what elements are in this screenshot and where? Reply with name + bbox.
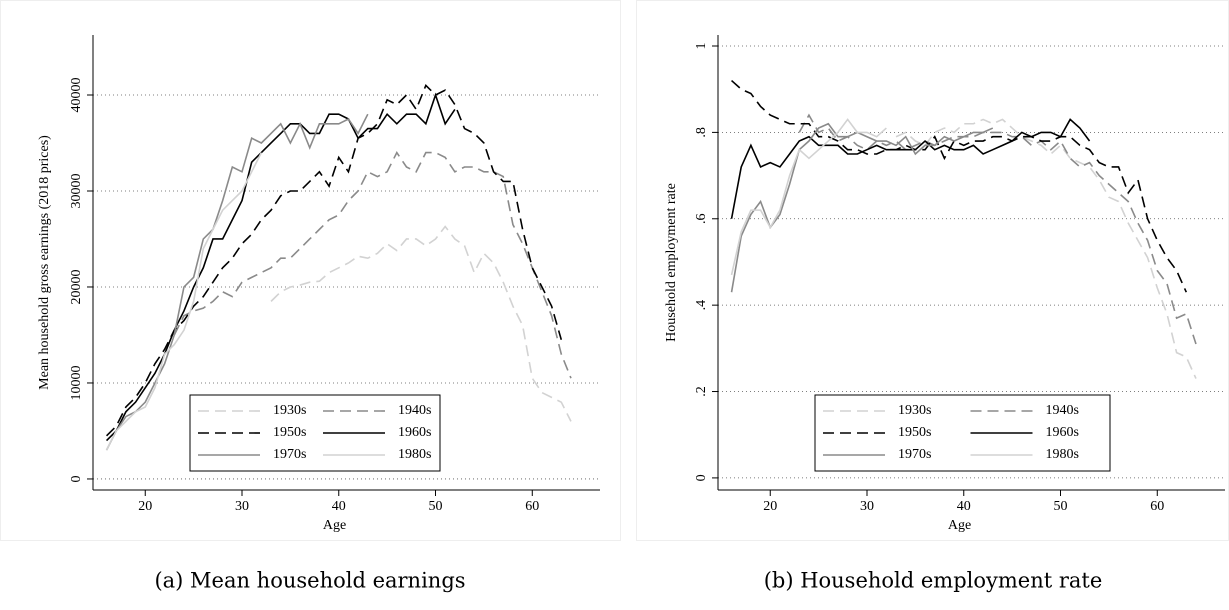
y-axis-title: Household employment rate: [664, 183, 679, 342]
caption: (a) Mean household earnings: [154, 569, 465, 593]
series-line: [798, 113, 1197, 345]
y-tick-label: 0: [694, 474, 709, 481]
legend-label: 1930s: [898, 403, 931, 418]
series-line: [105, 83, 563, 437]
legend-label: 1950s: [273, 425, 306, 440]
x-tick-label: 20: [138, 499, 152, 514]
x-tick-label: 50: [1054, 499, 1068, 514]
legend-box: [189, 394, 441, 472]
y-tick-label: 20000: [69, 269, 84, 304]
y-tick-label: .2: [694, 386, 709, 397]
y-tick-label: 1: [694, 43, 709, 50]
y-tick-label: 10000: [69, 365, 84, 400]
legend-label: 1960s: [1046, 425, 1079, 440]
caption: (b) Household employment rate: [764, 569, 1103, 593]
series-line: [173, 151, 572, 379]
series-line: [730, 118, 1091, 219]
x-tick-label: 30: [235, 499, 249, 514]
legend-label: 1950s: [898, 425, 931, 440]
x-tick-label: 60: [1150, 499, 1164, 514]
x-tick-label: 40: [332, 499, 346, 514]
legend-label: 1980s: [1046, 447, 1079, 462]
x-axis-title: Age: [323, 518, 346, 533]
legend-label: 1960s: [398, 425, 431, 440]
legend-label: 1930s: [273, 403, 306, 418]
series-line: [105, 92, 456, 442]
y-axis-title: Mean household gross earnings (2018 pric…: [37, 135, 52, 390]
series-line: [730, 122, 994, 293]
y-tick-label: 40000: [69, 77, 84, 112]
series-line: [105, 152, 263, 451]
x-tick-label: 30: [860, 499, 874, 514]
x-axis-title: Age: [948, 518, 971, 533]
series-line: [730, 118, 887, 276]
panel-border: [0, 0, 621, 541]
x-tick-label: 60: [525, 499, 539, 514]
y-tick-label: 0: [69, 475, 84, 482]
y-tick-label: .8: [694, 127, 709, 138]
legend-label: 1940s: [398, 403, 431, 418]
x-tick-label: 20: [763, 499, 777, 514]
legend-label: 1940s: [1046, 403, 1079, 418]
legend-label: 1970s: [273, 447, 306, 462]
series-line: [105, 113, 369, 451]
series-line: [895, 118, 1197, 379]
y-tick-label: .6: [694, 214, 709, 225]
x-tick-label: 50: [429, 499, 443, 514]
legend-label: 1970s: [898, 447, 931, 462]
series-line: [270, 225, 572, 422]
legend-label: 1980s: [398, 447, 431, 462]
y-tick-label: .4: [694, 300, 709, 311]
x-tick-label: 40: [957, 499, 971, 514]
y-tick-label: 30000: [69, 173, 84, 208]
series-line: [731, 79, 1188, 293]
